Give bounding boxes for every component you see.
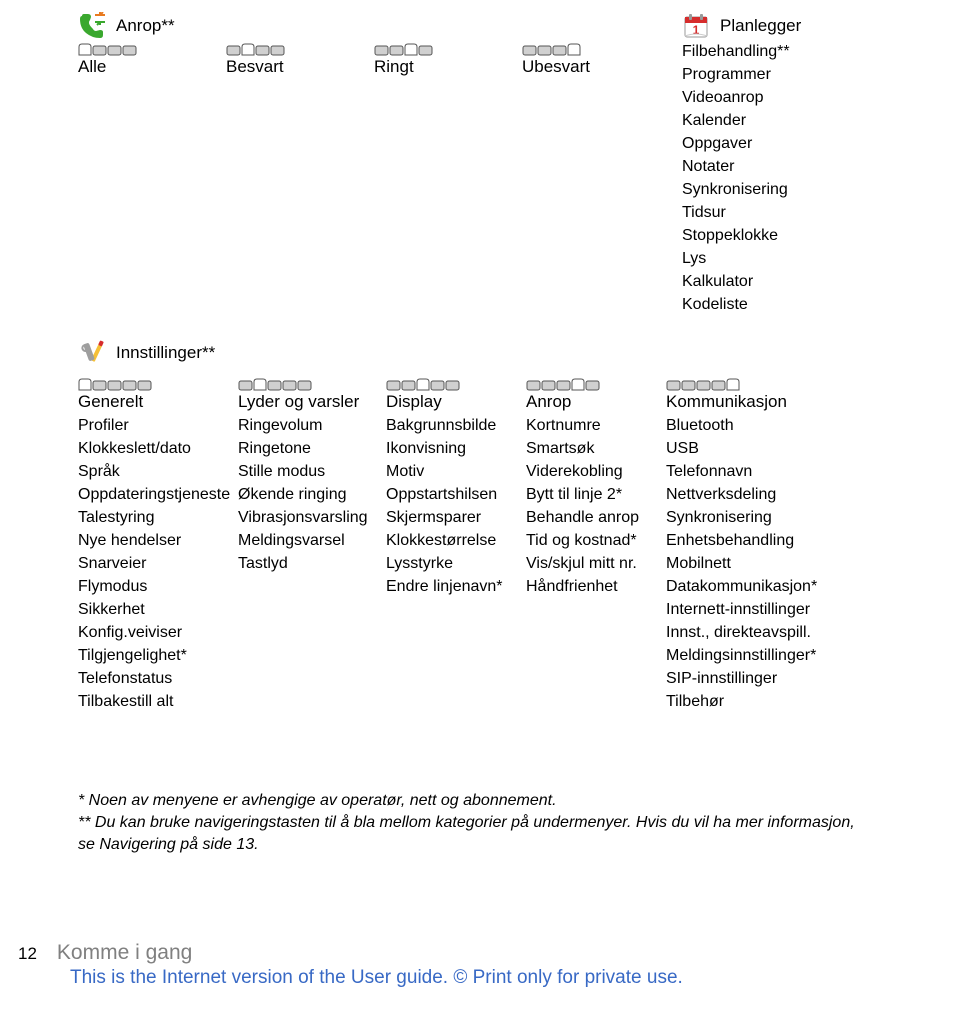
list-item: Programmer [682,65,882,85]
tab-glyph [238,377,386,391]
list-item: Bakgrunnsbilde [386,416,526,436]
list-item: Snarveier [78,554,238,574]
list-item: Nye hendelser [78,531,238,551]
tab-glyph [386,377,526,391]
list-item: Økende ringing [238,485,386,505]
planner-list: Filbehandling** Programmer Videoanrop Ka… [682,42,882,315]
list-item: Videoanrop [682,88,882,108]
list-item: Profiler [78,416,238,436]
footer-notice: This is the Internet version of the User… [70,967,942,989]
tab-glyph [78,42,226,56]
footnote-line: se Navigering på side 13. [78,834,882,856]
list-item: Vibrasjonsvarsling [238,508,386,528]
svg-text:1: 1 [693,23,700,37]
list-item: Endre linjenavn* [386,577,526,597]
list-item: Notater [682,157,882,177]
list-item: Sikkerhet [78,600,238,620]
list-item: Kortnumre [526,416,666,436]
list-item: Tidsur [682,203,882,223]
list-item: Viderekobling [526,462,666,482]
list-item: Oppgaver [682,134,882,154]
list-item: Kalkulator [682,272,882,292]
list-item: Lysstyrke [386,554,526,574]
list-item: Datakommunikasjon* [666,577,856,597]
list-item: Bluetooth [666,416,856,436]
list-item: Konfig.veiviser [78,623,238,643]
tab-glyph [78,377,238,391]
tab-ubesvart: Ubesvart [522,57,668,77]
list-item: Smartsøk [526,439,666,459]
list-item: SIP-innstillinger [666,669,856,689]
list-item: Enhetsbehandling [666,531,856,551]
settings-title: Innstillinger** [116,343,215,363]
list-item: Meldingsvarsel [238,531,386,551]
tab-glyph [522,42,668,56]
komm-list: Bluetooth USB Telefonnavn Nettverksdelin… [666,416,856,712]
list-item: Behandle anrop [526,508,666,528]
tab-ringt: Ringt [374,57,522,77]
list-item: Språk [78,462,238,482]
col-title-generelt: Generelt [78,392,238,412]
list-item: Telefonnavn [666,462,856,482]
list-item: Meldingsinnstillinger* [666,646,856,666]
list-item: Talestyring [78,508,238,528]
settings-icon [78,339,108,367]
list-item: Oppstartshilsen [386,485,526,505]
col-title-komm: Kommunikasjon [666,392,856,412]
footnote-line: * Noen av menyene er avhengige av operat… [78,790,882,812]
col-title-anrop: Anrop [526,392,666,412]
list-item: Tastlyd [238,554,386,574]
tab-glyph [666,377,856,391]
list-item: Klokkeslett/dato [78,439,238,459]
call-log-icon [78,12,108,40]
list-item: Stille modus [238,462,386,482]
list-item: Filbehandling** [682,42,882,62]
list-item: USB [666,439,856,459]
list-item: Bytt til linje 2* [526,485,666,505]
footer-title: Komme i gang [57,941,192,965]
list-item: Skjermsparer [386,508,526,528]
tab-glyph [526,377,666,391]
list-item: Klokkestørrelse [386,531,526,551]
anrop-list: Kortnumre Smartsøk Viderekobling Bytt ti… [526,416,666,597]
list-item: Synkronisering [666,508,856,528]
list-item: Internett-innstillinger [666,600,856,620]
display-list: Bakgrunnsbilde Ikonvisning Motiv Oppstar… [386,416,526,597]
list-item: Lys [682,249,882,269]
planner-icon: 1 [682,12,712,40]
page-number: 12 [18,944,37,964]
anrop-title: Anrop** [116,16,175,36]
tab-glyph [226,42,374,56]
col-title-lyder: Lyder og varsler [238,392,386,412]
list-item: Tilbehør [666,692,856,712]
footnote-line: ** Du kan bruke navigeringstasten til å … [78,812,882,834]
list-item: Kalender [682,111,882,131]
list-item: Mobilnett [666,554,856,574]
list-item: Flymodus [78,577,238,597]
list-item: Nettverksdeling [666,485,856,505]
list-item: Tid og kostnad* [526,531,666,551]
footnotes: * Noen av menyene er avhengige av operat… [78,790,882,856]
list-item: Ringetone [238,439,386,459]
tab-besvart: Besvart [226,57,374,77]
lyder-list: Ringevolum Ringetone Stille modus Økende… [238,416,386,574]
col-title-display: Display [386,392,526,412]
list-item: Oppdateringstjeneste [78,485,238,505]
list-item: Tilbakestill alt [78,692,238,712]
tab-glyph [374,42,522,56]
list-item: Innst., direkteavspill. [666,623,856,643]
tab-alle: Alle [78,57,226,77]
list-item: Ringevolum [238,416,386,436]
list-item: Kodeliste [682,295,882,315]
list-item: Stoppeklokke [682,226,882,246]
list-item: Håndfrienhet [526,577,666,597]
list-item: Motiv [386,462,526,482]
generelt-list: Profiler Klokkeslett/dato Språk Oppdater… [78,416,238,712]
list-item: Ikonvisning [386,439,526,459]
list-item: Telefonstatus [78,669,238,689]
list-item: Synkronisering [682,180,882,200]
list-item: Vis/skjul mitt nr. [526,554,666,574]
list-item: Tilgjengelighet* [78,646,238,666]
planner-title: Planlegger [720,16,801,36]
